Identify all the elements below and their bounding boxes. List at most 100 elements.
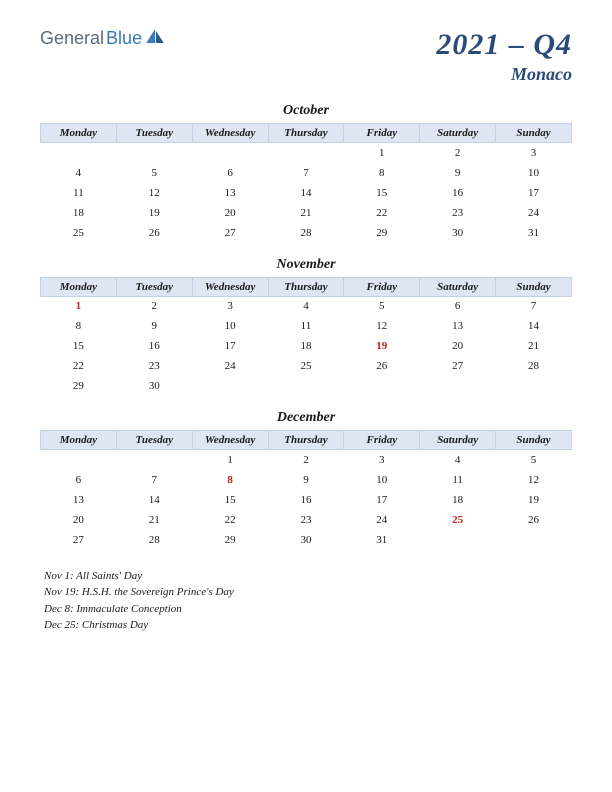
month-name: October: [40, 103, 572, 119]
month-name: November: [40, 257, 572, 273]
calendar-cell: 5: [344, 296, 420, 316]
calendar-cell: 16: [420, 183, 496, 203]
calendar-cell: 12: [116, 183, 192, 203]
logo-text-blue: Blue: [106, 28, 142, 49]
calendar-cell: 27: [420, 356, 496, 376]
calendar-row: 891011121314: [41, 316, 572, 336]
calendar-cell: 27: [41, 530, 117, 550]
calendar-cell: 5: [496, 450, 572, 470]
calendar-cell: 30: [420, 223, 496, 243]
calendar-cell: 17: [192, 336, 268, 356]
calendar-cell: 11: [420, 470, 496, 490]
day-header: Thursday: [268, 277, 344, 296]
calendar-cell: 31: [496, 223, 572, 243]
calendar-cell: [192, 143, 268, 163]
calendar-cell: [496, 530, 572, 550]
calendar-cell: 4: [41, 163, 117, 183]
day-header: Tuesday: [116, 431, 192, 450]
day-header: Sunday: [496, 124, 572, 143]
day-header: Monday: [41, 124, 117, 143]
day-header: Saturday: [420, 124, 496, 143]
calendar-row: 1234567: [41, 296, 572, 316]
day-header: Tuesday: [116, 277, 192, 296]
calendar-cell: 11: [41, 183, 117, 203]
calendar-cell: 2: [116, 296, 192, 316]
day-header: Sunday: [496, 277, 572, 296]
day-header: Sunday: [496, 431, 572, 450]
calendar-cell: 4: [268, 296, 344, 316]
calendar-row: 18192021222324: [41, 203, 572, 223]
day-header: Monday: [41, 277, 117, 296]
calendar-table: MondayTuesdayWednesdayThursdayFridaySatu…: [40, 123, 572, 243]
calendar-cell: 21: [116, 510, 192, 530]
calendar-cell: 7: [496, 296, 572, 316]
calendar-cell: 1: [192, 450, 268, 470]
day-header: Friday: [344, 124, 420, 143]
holiday-entry: Dec 25: Christmas Day: [44, 617, 572, 634]
calendar-cell: 24: [192, 356, 268, 376]
calendar-cell: 17: [344, 490, 420, 510]
calendar-cell: 13: [420, 316, 496, 336]
calendar-cell: 15: [344, 183, 420, 203]
calendar-cell: [268, 143, 344, 163]
calendar-cell: [192, 376, 268, 396]
calendar-cell: 18: [268, 336, 344, 356]
calendar-cell: 14: [268, 183, 344, 203]
calendar-cell: 3: [192, 296, 268, 316]
calendar-cell: 9: [420, 163, 496, 183]
header: GeneralBlue 2021 – Q4 Monaco: [40, 28, 572, 85]
calendar-cell: 21: [268, 203, 344, 223]
logo: GeneralBlue: [40, 28, 164, 49]
day-header: Saturday: [420, 277, 496, 296]
day-header: Friday: [344, 431, 420, 450]
day-header: Wednesday: [192, 431, 268, 450]
month-block: October MondayTuesdayWednesdayThursdayFri…: [40, 103, 572, 243]
holiday-entry: Dec 8: Immaculate Conception: [44, 601, 572, 618]
calendar-cell: 29: [192, 530, 268, 550]
day-header: Wednesday: [192, 124, 268, 143]
calendar-row: 123: [41, 143, 572, 163]
logo-sail-icon: [146, 29, 164, 43]
calendar-cell: 22: [344, 203, 420, 223]
calendar-row: 2930: [41, 376, 572, 396]
calendar-cell: 8: [344, 163, 420, 183]
calendar-cell: 3: [344, 450, 420, 470]
calendar-cell: 25: [268, 356, 344, 376]
calendar-cell: 30: [116, 376, 192, 396]
calendar-row: 11121314151617: [41, 183, 572, 203]
calendar-cell: [41, 450, 117, 470]
calendar-cell: 2: [420, 143, 496, 163]
month-block: DecemberMondayTuesdayWednesdayThursdayFr…: [40, 410, 572, 550]
calendar-cell: 13: [41, 490, 117, 510]
day-header: Saturday: [420, 431, 496, 450]
calendar-row: 45678910: [41, 163, 572, 183]
calendar-cell: 6: [41, 470, 117, 490]
calendar-cell: 19: [496, 490, 572, 510]
calendar-cell: 4: [420, 450, 496, 470]
calendar-row: 22232425262728: [41, 356, 572, 376]
month-block: November MondayTuesdayWednesdayThursdayFr…: [40, 257, 572, 397]
calendar-cell: 18: [420, 490, 496, 510]
calendar-cell: 9: [268, 470, 344, 490]
calendar-row: 13141516171819: [41, 490, 572, 510]
calendar-cell: 10: [192, 316, 268, 336]
day-header: Monday: [41, 431, 117, 450]
calendar-cell: 9: [116, 316, 192, 336]
calendar-cell: 16: [268, 490, 344, 510]
months-container: OctoberMondayTuesdayWednesdayThursdayFri…: [40, 103, 572, 550]
calendar-cell: 1: [344, 143, 420, 163]
calendar-cell: 20: [420, 336, 496, 356]
calendar-cell: [420, 530, 496, 550]
calendar-cell: 8: [192, 470, 268, 490]
calendar-table: MondayTuesdayWednesdayThursdayFridaySatu…: [40, 277, 572, 397]
calendar-cell: 23: [116, 356, 192, 376]
calendar-cell: 29: [41, 376, 117, 396]
calendar-cell: 3: [496, 143, 572, 163]
calendar-cell: [268, 376, 344, 396]
calendar-cell: 25: [41, 223, 117, 243]
calendar-cell: [116, 450, 192, 470]
calendar-cell: [116, 143, 192, 163]
calendar-cell: 26: [116, 223, 192, 243]
country-title: Monaco: [436, 64, 572, 85]
calendar-cell: 22: [41, 356, 117, 376]
